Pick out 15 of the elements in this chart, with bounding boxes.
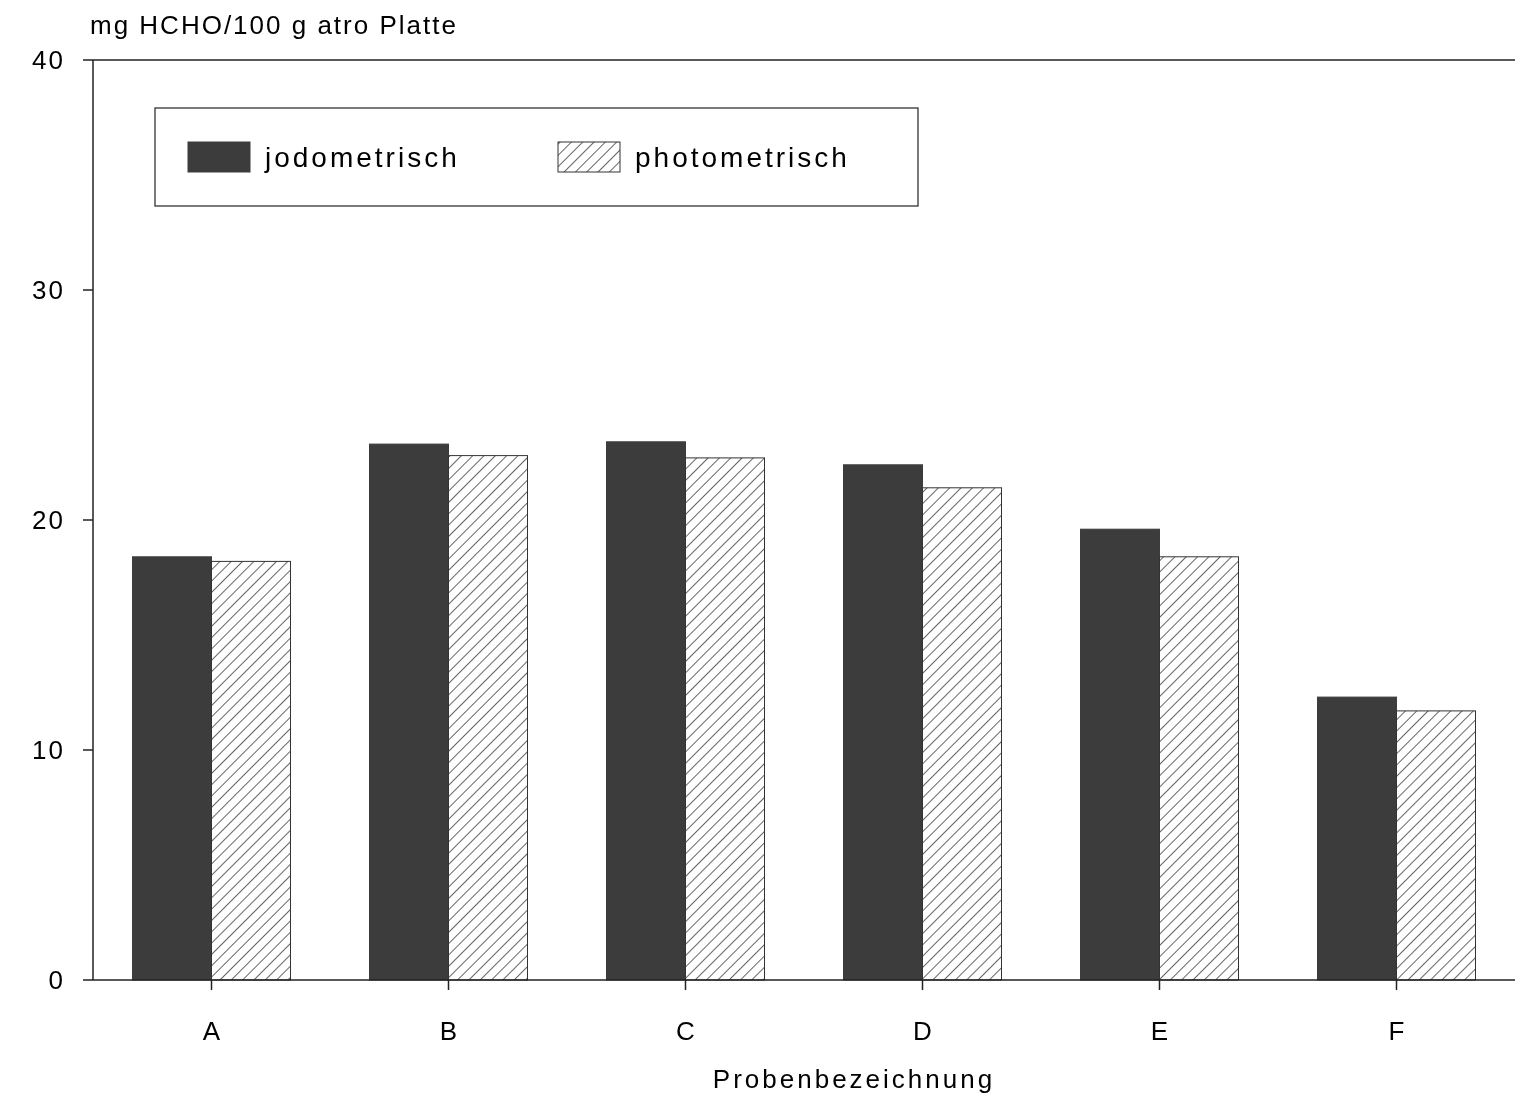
- y-tick-label: 20: [32, 505, 65, 536]
- x-tick-label: B: [439, 1016, 458, 1046]
- x-tick-label: A: [202, 1016, 221, 1046]
- legend-label: jodometrisch: [264, 141, 460, 173]
- y-tick-label: 30: [32, 275, 65, 306]
- x-axis-title: Probenbezeichnung: [712, 1064, 996, 1094]
- x-tick-label: D: [913, 1016, 932, 1046]
- y-tick-label: 10: [32, 735, 65, 766]
- y-tick-label: 40: [32, 45, 65, 76]
- y-tick-label: 0: [48, 965, 65, 996]
- x-tick-label: C: [676, 1016, 695, 1046]
- x-tick-label: F: [1388, 1016, 1405, 1046]
- x-tick-label: E: [1150, 1016, 1169, 1046]
- y-axis-title: mg HCHO/100 g atro Platte: [90, 10, 458, 40]
- legend-label: photometrisch: [635, 141, 850, 173]
